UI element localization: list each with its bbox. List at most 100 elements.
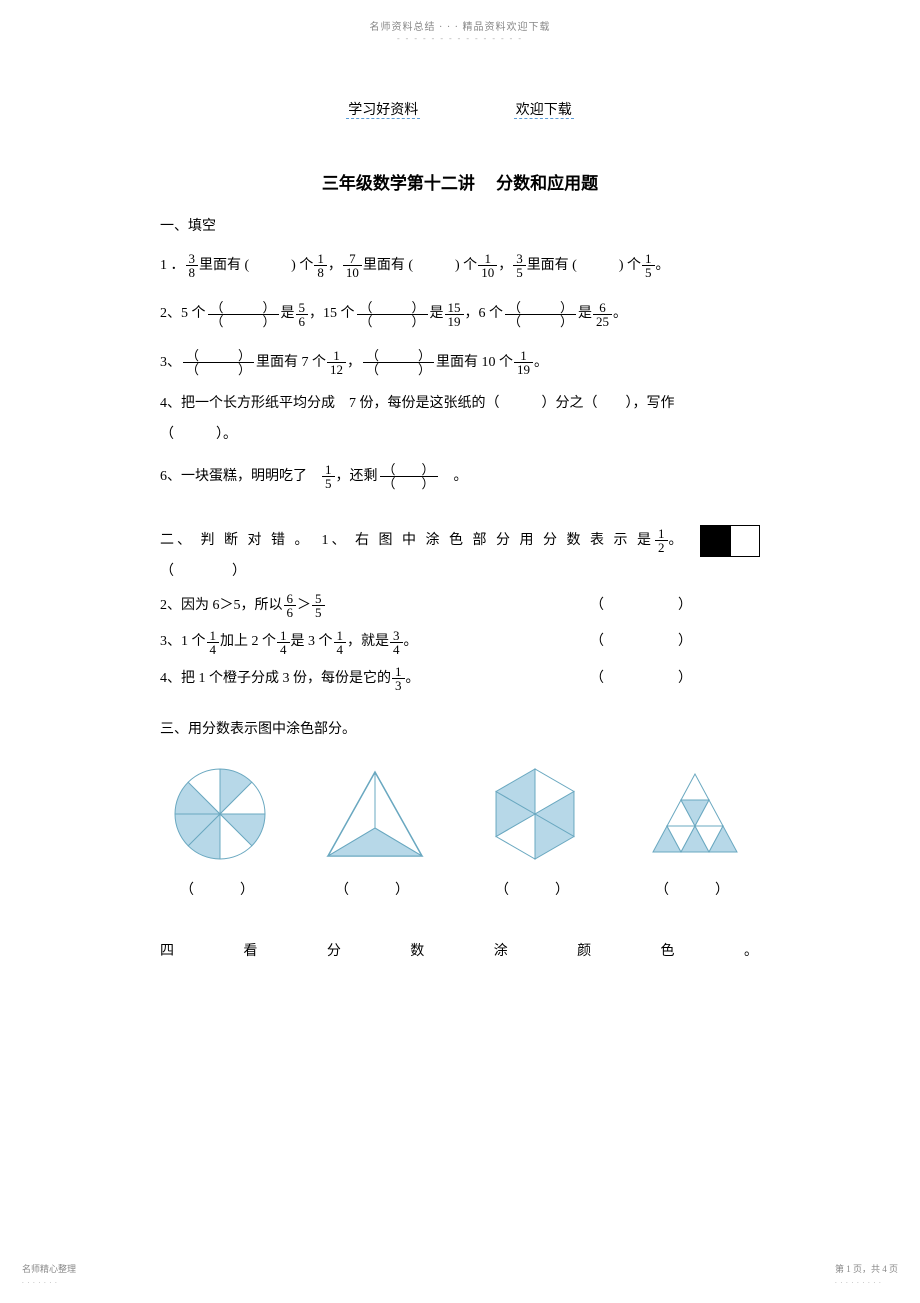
blank	[249, 248, 291, 284]
text: 是	[430, 296, 444, 332]
text: ，	[347, 345, 361, 381]
text: 里面有 (	[363, 248, 413, 284]
shapes-row: （ ） （ ）	[160, 764, 760, 907]
fraction: 35	[513, 252, 526, 279]
char: 分	[327, 937, 343, 968]
judge-paren: （ ）	[590, 661, 700, 697]
text: ，就是	[347, 624, 389, 660]
section3-heading: 三、用分数表示图中涂色部分。	[160, 715, 760, 746]
fraction: 13	[392, 665, 405, 692]
header-dots: - - - - - - - - - - - - - - -	[397, 34, 523, 43]
text: ) 个	[455, 248, 477, 284]
text: 是 3 个	[291, 624, 333, 660]
fraction: 625	[593, 301, 612, 328]
fraction-blank: （ ）（ ）	[380, 463, 438, 490]
text: 里面有 7 个	[256, 345, 326, 381]
fraction-blank: （ ）（ ）	[208, 301, 279, 328]
shape-answer: （ ）	[335, 876, 415, 907]
header-left: 学习好资料	[346, 103, 420, 119]
text: 是	[578, 296, 592, 332]
judge-paren: （ ）	[160, 557, 760, 588]
shape-hexagon: （ ）	[480, 764, 590, 907]
problem-4: 4、把一个长方形纸平均分成 7 份，每份是这张纸的（ ）分之（ ），写作 （ ）…	[160, 389, 760, 451]
text: 里面有 (	[199, 248, 249, 284]
text: 里面有 (	[527, 248, 577, 284]
fraction-blank: （ ）（ ）	[357, 301, 428, 328]
problem-2: 2、5 个 （ ）（ ） 是 56 ，15 个 （ ）（ ） 是 1519 ，6…	[160, 296, 760, 332]
page-subheader: 学习好资料 欢迎下载	[0, 99, 920, 119]
judge-3: 3、1 个 14 加上 2 个 14 是 3 个 14 ，就是 34 。 （ ）	[160, 624, 760, 660]
char: 颜	[577, 937, 593, 968]
fraction: 710	[343, 252, 362, 279]
blank	[577, 248, 619, 284]
text: （ ）。	[160, 420, 760, 451]
content-area: 一、填空 1 ． 38 里面有 ( ) 个 18 ， 710 里面有 ( ) 个…	[0, 212, 920, 967]
text: 里面有 10 个	[436, 345, 513, 381]
text: ＞	[297, 588, 311, 624]
shape-circle: （ ）	[170, 764, 270, 907]
fraction: 12	[655, 527, 668, 554]
fraction: 38	[186, 252, 199, 279]
text: 。	[440, 459, 468, 495]
shape-triangle: （ ）	[320, 764, 430, 907]
fraction: 55	[312, 592, 325, 619]
char: 看	[243, 937, 259, 968]
text: 4、把一个长方形纸平均分成 7 份，每份是这张纸的（ ）分之（ ），写作	[160, 389, 760, 420]
section4-heading: 四 看 分 数 涂 颜 色 。	[160, 937, 760, 968]
fraction: 18	[314, 252, 327, 279]
char: 涂	[494, 937, 510, 968]
char: 色	[661, 937, 677, 968]
judge-4: 4、把 1 个橙子分成 3 份，每份是它的 13 。 （ ）	[160, 661, 760, 697]
text: 。	[669, 526, 686, 557]
text: 。	[404, 624, 418, 660]
fraction: 14	[207, 629, 220, 656]
char: 。	[744, 937, 760, 968]
fraction: 34	[390, 629, 403, 656]
text: 。	[613, 296, 627, 332]
shape-triangle-grid: （ ）	[640, 764, 750, 907]
problem-6: 6、一块蛋糕，明明吃了 15 ，还剩 （ ）（ ） 。	[160, 459, 760, 495]
fraction-blank: （ ）（ ）	[505, 301, 576, 328]
page-title: 三年级数学第十二讲 分数和应用题	[0, 169, 920, 194]
fraction: 66	[284, 592, 297, 619]
fraction: 14	[334, 629, 347, 656]
text: ) 个	[291, 248, 313, 284]
half-shaded-box	[700, 525, 760, 557]
fraction-blank: （ ）（ ）	[363, 349, 434, 376]
fraction: 112	[327, 349, 346, 376]
text: 3、	[160, 345, 181, 381]
text: 6、一块蛋糕，明明吃了	[160, 459, 321, 495]
text: ，	[498, 248, 512, 284]
judge-1: 二、 判 断 对 错 。 1、 右 图 中 涂 色 部 分 用 分 数 表 示 …	[160, 525, 760, 557]
text: ，6 个	[465, 296, 504, 332]
header-right: 欢迎下载	[514, 103, 574, 119]
text: ，15 个	[309, 296, 355, 332]
text: 加上 2 个	[220, 624, 276, 660]
text: 4、把 1 个橙子分成 3 份，每份是它的	[160, 661, 391, 697]
fraction: 14	[277, 629, 290, 656]
char: 四	[160, 937, 176, 968]
text: 二、 判 断 对 错 。 1、 右 图 中 涂 色 部 分 用 分 数 表 示 …	[160, 526, 654, 557]
fraction: 56	[296, 301, 309, 328]
problem-1: 1 ． 38 里面有 ( ) 个 18 ， 710 里面有 ( ) 个 110 …	[160, 248, 760, 284]
top-header-text: 名师资料总结 · · · 精品资料欢迎下载	[370, 22, 551, 33]
shape-answer: （ ）	[655, 876, 735, 907]
shape-answer: （ ）	[180, 876, 260, 907]
fraction: 110	[478, 252, 497, 279]
fraction: 15	[322, 463, 335, 490]
fraction-blank: （ ）（ ）	[183, 349, 254, 376]
text: 是	[281, 296, 295, 332]
section1-heading: 一、填空	[160, 212, 760, 243]
text: 2、5 个	[160, 296, 206, 332]
text: 1 ．	[160, 248, 185, 284]
judge-paren: （ ）	[590, 588, 700, 624]
footer-right: 第 1 页，共 4 页 . . . . . . . . .	[835, 1262, 898, 1285]
judge-paren: （ ）	[590, 624, 700, 660]
char: 数	[410, 937, 426, 968]
text: ) 个	[619, 248, 641, 284]
shape-answer: （ ）	[495, 876, 575, 907]
text: 3、1 个	[160, 624, 206, 660]
blank	[413, 248, 455, 284]
fraction: 119	[514, 349, 533, 376]
text: ，	[328, 248, 342, 284]
